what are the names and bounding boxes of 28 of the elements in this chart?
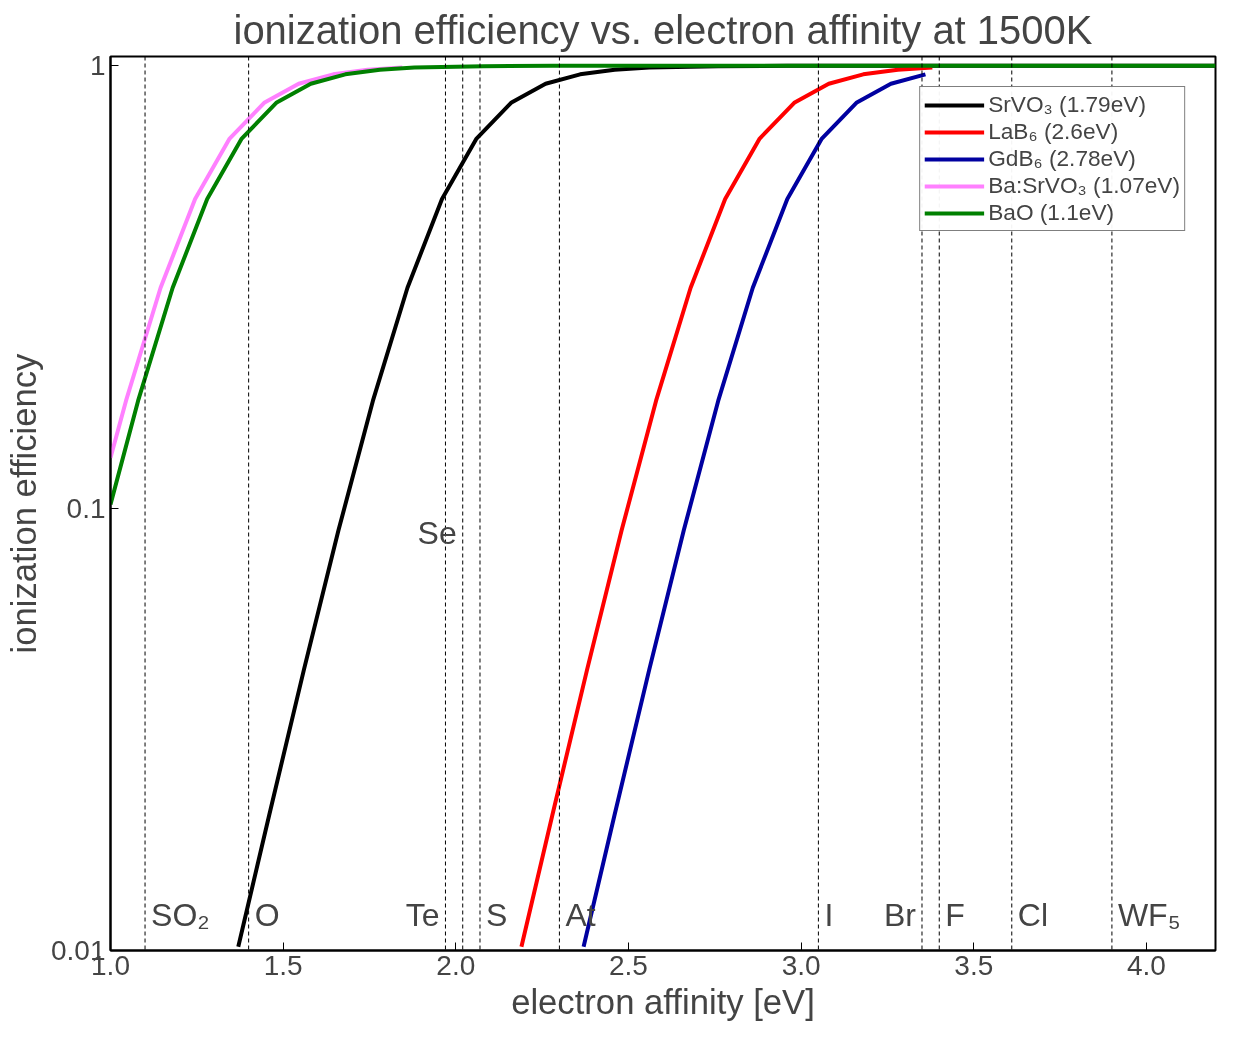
y-axis-title: ionization efficiency <box>5 352 43 654</box>
ref-line-label: F <box>945 896 965 933</box>
y-tick-label: 0.1 <box>66 492 106 524</box>
ref-line-label: S <box>485 896 508 933</box>
y-tick-label: 1 <box>89 50 106 82</box>
x-tick-label: 1.5 <box>263 949 303 981</box>
ref-line-label: Cl <box>1017 896 1048 933</box>
x-tick-label: 3.5 <box>954 949 994 981</box>
line-series <box>110 63 1216 507</box>
legend-label: LaB₆ (2.6eV) <box>988 118 1119 145</box>
x-tick-label: 2.0 <box>436 949 476 981</box>
legend-label: BaO (1.1eV) <box>988 199 1115 226</box>
ref-line-label: SO₂ <box>151 896 210 933</box>
chart-title: ionization efficiency vs. electron affinity at 1500K <box>233 7 1093 52</box>
legend-label: Ba:SrVO₃ (1.07eV) <box>988 172 1180 199</box>
ref-line-label: Br <box>883 896 917 933</box>
ref-line-label: Te <box>405 896 440 933</box>
line-series <box>519 65 935 949</box>
ref-line-label: I <box>824 896 834 933</box>
ref-line-label: WF₅ <box>1117 896 1181 933</box>
legend-label: GdB₆ (2.78eV) <box>988 145 1136 172</box>
legend-label: SrVO₃ (1.79eV) <box>988 91 1146 118</box>
ref-line-label: O <box>254 896 280 933</box>
ref-line-label: Se <box>417 514 457 551</box>
x-tick-label: 3.0 <box>781 949 821 981</box>
x-axis-title: electron affinity [eV] <box>511 982 815 1021</box>
x-tick-label: 2.5 <box>609 949 648 981</box>
x-tick-label: 4.0 <box>1126 949 1166 981</box>
